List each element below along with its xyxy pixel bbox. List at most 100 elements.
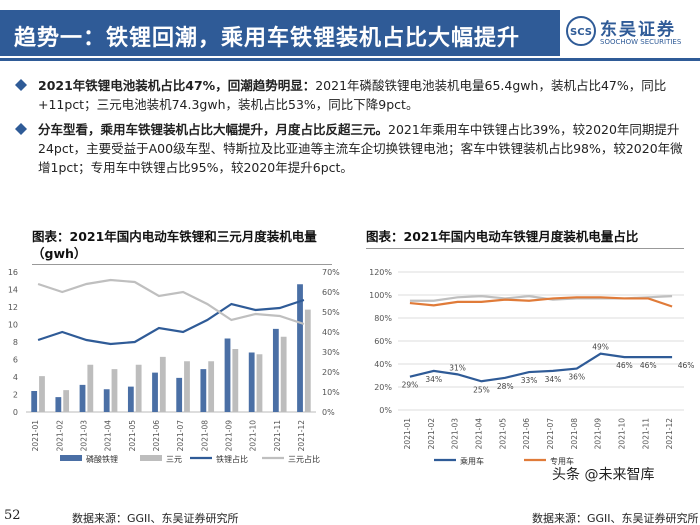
- data-label: 25%: [473, 385, 490, 394]
- line-lfp-share: [37, 298, 305, 346]
- y-tick-label: 20%: [374, 383, 392, 392]
- page-number: 52: [4, 508, 21, 523]
- legend-label: 三元: [166, 455, 182, 464]
- data-label: 29%: [402, 381, 419, 390]
- y-right-tick-label: 50%: [322, 308, 340, 317]
- x-tick-label: 2021-07: [176, 420, 185, 452]
- bullet-item: 2021年铁锂电池装机占比47%，回潮趋势明显：2021年磷酸铁锂电池装机电量6…: [14, 76, 694, 114]
- bar-ncm: [232, 349, 239, 412]
- x-tick-label: 2021-07: [546, 418, 555, 450]
- x-tick-label: 2021-06: [522, 418, 531, 450]
- legend-label: 乘用车: [460, 456, 484, 466]
- page-footer: 52 数据来源：GGII、东吴证券研究所 数据来源：GGII、东吴证券研究所: [0, 508, 700, 525]
- legend-label: 磷酸铁锂: [86, 454, 118, 464]
- bar-ncm: [208, 361, 215, 412]
- x-tick-label: 2021-09: [594, 418, 603, 450]
- y-right-tick-label: 20%: [322, 368, 340, 377]
- y-right-tick-label: 70%: [322, 268, 340, 277]
- title-band: [0, 10, 560, 56]
- bullet-heading: 2021年铁锂电池装机占比47%，回潮趋势明显：: [38, 78, 316, 93]
- bar-ncm: [87, 364, 94, 412]
- logo-english-name: SOOCHOW SECURITIES: [600, 38, 682, 46]
- bar-lfp: [248, 352, 255, 412]
- company-logo: SCS 东吴证券 SOOCHOW SECURITIES: [566, 14, 696, 54]
- x-tick-label: 2021-03: [451, 418, 460, 450]
- left-title-underline: [32, 264, 332, 265]
- x-tick-label: 2021-04: [474, 418, 483, 450]
- y-left-tick-label: 16: [8, 268, 18, 277]
- watermark: 头条 @未来智库: [552, 467, 655, 483]
- data-label: 49%: [592, 343, 609, 352]
- data-label: 28%: [497, 382, 514, 391]
- y-tick-label: 0%: [379, 406, 392, 415]
- y-left-tick-label: 2: [13, 391, 18, 400]
- bar-lfp: [152, 372, 158, 412]
- left-data-source: 数据来源：GGII、东吴证券研究所: [72, 512, 239, 525]
- x-tick-label: 2021-02: [427, 418, 436, 450]
- logo-mark-icon: SCS: [566, 16, 596, 46]
- x-tick-label: 2021-11: [641, 418, 650, 450]
- bar-lfp: [297, 284, 303, 412]
- x-tick-label: 2021-08: [200, 420, 209, 452]
- bar-lfp: [31, 391, 38, 412]
- logo-chinese-name: 东吴证券: [600, 20, 676, 40]
- bar-ncm: [135, 364, 142, 412]
- bar-lfp: [79, 384, 86, 412]
- x-tick-label: 2021-08: [570, 418, 579, 450]
- diamond-bullet-icon: [15, 79, 27, 91]
- bar-ncm: [63, 390, 70, 412]
- x-tick-label: 2021-12: [297, 420, 306, 452]
- y-right-tick-label: 0%: [322, 408, 335, 417]
- data-label: 31%: [449, 363, 466, 372]
- left-chart: 0 2 4 6 8 10 12 14 16 0% 10% 20% 30% 40% 50% 60% 70% 2021…: [8, 268, 340, 464]
- bar-lfp: [224, 338, 231, 412]
- bullet-text: 2021年乘用车中铁锂占比39%，较2020年同期提升24pct，主要受益于A0…: [38, 122, 683, 175]
- diamond-bullet-icon: [15, 123, 27, 135]
- legend-label: 铁锂占比: [216, 454, 248, 464]
- bar-ncm: [280, 336, 287, 412]
- x-tick-label: 2021-09: [224, 420, 233, 452]
- y-left-tick-label: 0: [13, 408, 18, 417]
- data-label: 46%: [678, 361, 695, 370]
- x-tick-label: 2021-05: [498, 418, 507, 450]
- data-label: 33%: [521, 376, 538, 385]
- page-header: 趋势一：铁锂回潮，乘用车铁锂装机占比大幅提升 SCS 东吴证券 SOOCHOW …: [0, 0, 700, 62]
- right-data-source: 数据来源：GGII、东吴证券研究所: [532, 512, 699, 525]
- data-label: 36%: [568, 373, 585, 382]
- logo-mark-text: SCS: [570, 27, 592, 38]
- bar-lfp: [200, 369, 207, 412]
- bullet-heading: 分车型看，乘用车铁锂装机占比大幅提升，月度占比反超三元。: [38, 122, 389, 137]
- bar-ncm: [256, 354, 263, 412]
- bullet-item: 分车型看，乘用车铁锂装机占比大幅提升，月度占比反超三元。2021年乘用车中铁锂占…: [14, 120, 694, 177]
- y-tick-label: 60%: [374, 337, 392, 346]
- right-chart-title: 图表：2021年国内电动车铁锂月度装机电量占比: [366, 229, 639, 244]
- y-right-tick-label: 40%: [322, 328, 340, 337]
- data-label: 46%: [616, 361, 633, 370]
- legend-label: 专用车: [550, 456, 574, 466]
- bar-ncm: [184, 361, 190, 412]
- y-tick-label: 100%: [369, 291, 392, 300]
- y-left-tick-label: 6: [13, 356, 18, 365]
- y-tick-label: 80%: [374, 314, 392, 323]
- bullet-text: 2021年磷酸铁锂电池装机电量65.4gwh，装机占比47%，同比+11pct；…: [38, 78, 667, 112]
- bar-ncm: [304, 309, 311, 412]
- x-tick-label: 2021-10: [249, 420, 258, 452]
- y-left-tick-label: 4: [13, 373, 18, 382]
- y-tick-label: 120%: [369, 268, 392, 277]
- x-tick-label: 2021-03: [79, 420, 88, 452]
- y-left-tick-label: 10: [8, 321, 18, 330]
- y-left-tick-label: 8: [13, 338, 18, 347]
- x-tick-label: 2021-04: [104, 420, 113, 452]
- x-tick-label: 2021-01: [31, 420, 40, 452]
- bar-ncm: [39, 376, 45, 412]
- y-right-tick-label: 30%: [322, 348, 340, 357]
- legend-swatch: [60, 455, 82, 461]
- y-tick-label: 40%: [374, 360, 392, 369]
- y-right-tick-label: 10%: [322, 388, 340, 397]
- right-chart: 0% 20% 40% 60% 80% 100% 120% 29% 34% 31% 25% 28% 33%…: [369, 268, 695, 466]
- bar-lfp: [272, 328, 279, 412]
- y-right-tick-label: 60%: [322, 288, 340, 297]
- line-special: [409, 296, 673, 308]
- legend-label: 三元占比: [288, 454, 320, 464]
- x-tick-label: 2021-05: [128, 420, 137, 452]
